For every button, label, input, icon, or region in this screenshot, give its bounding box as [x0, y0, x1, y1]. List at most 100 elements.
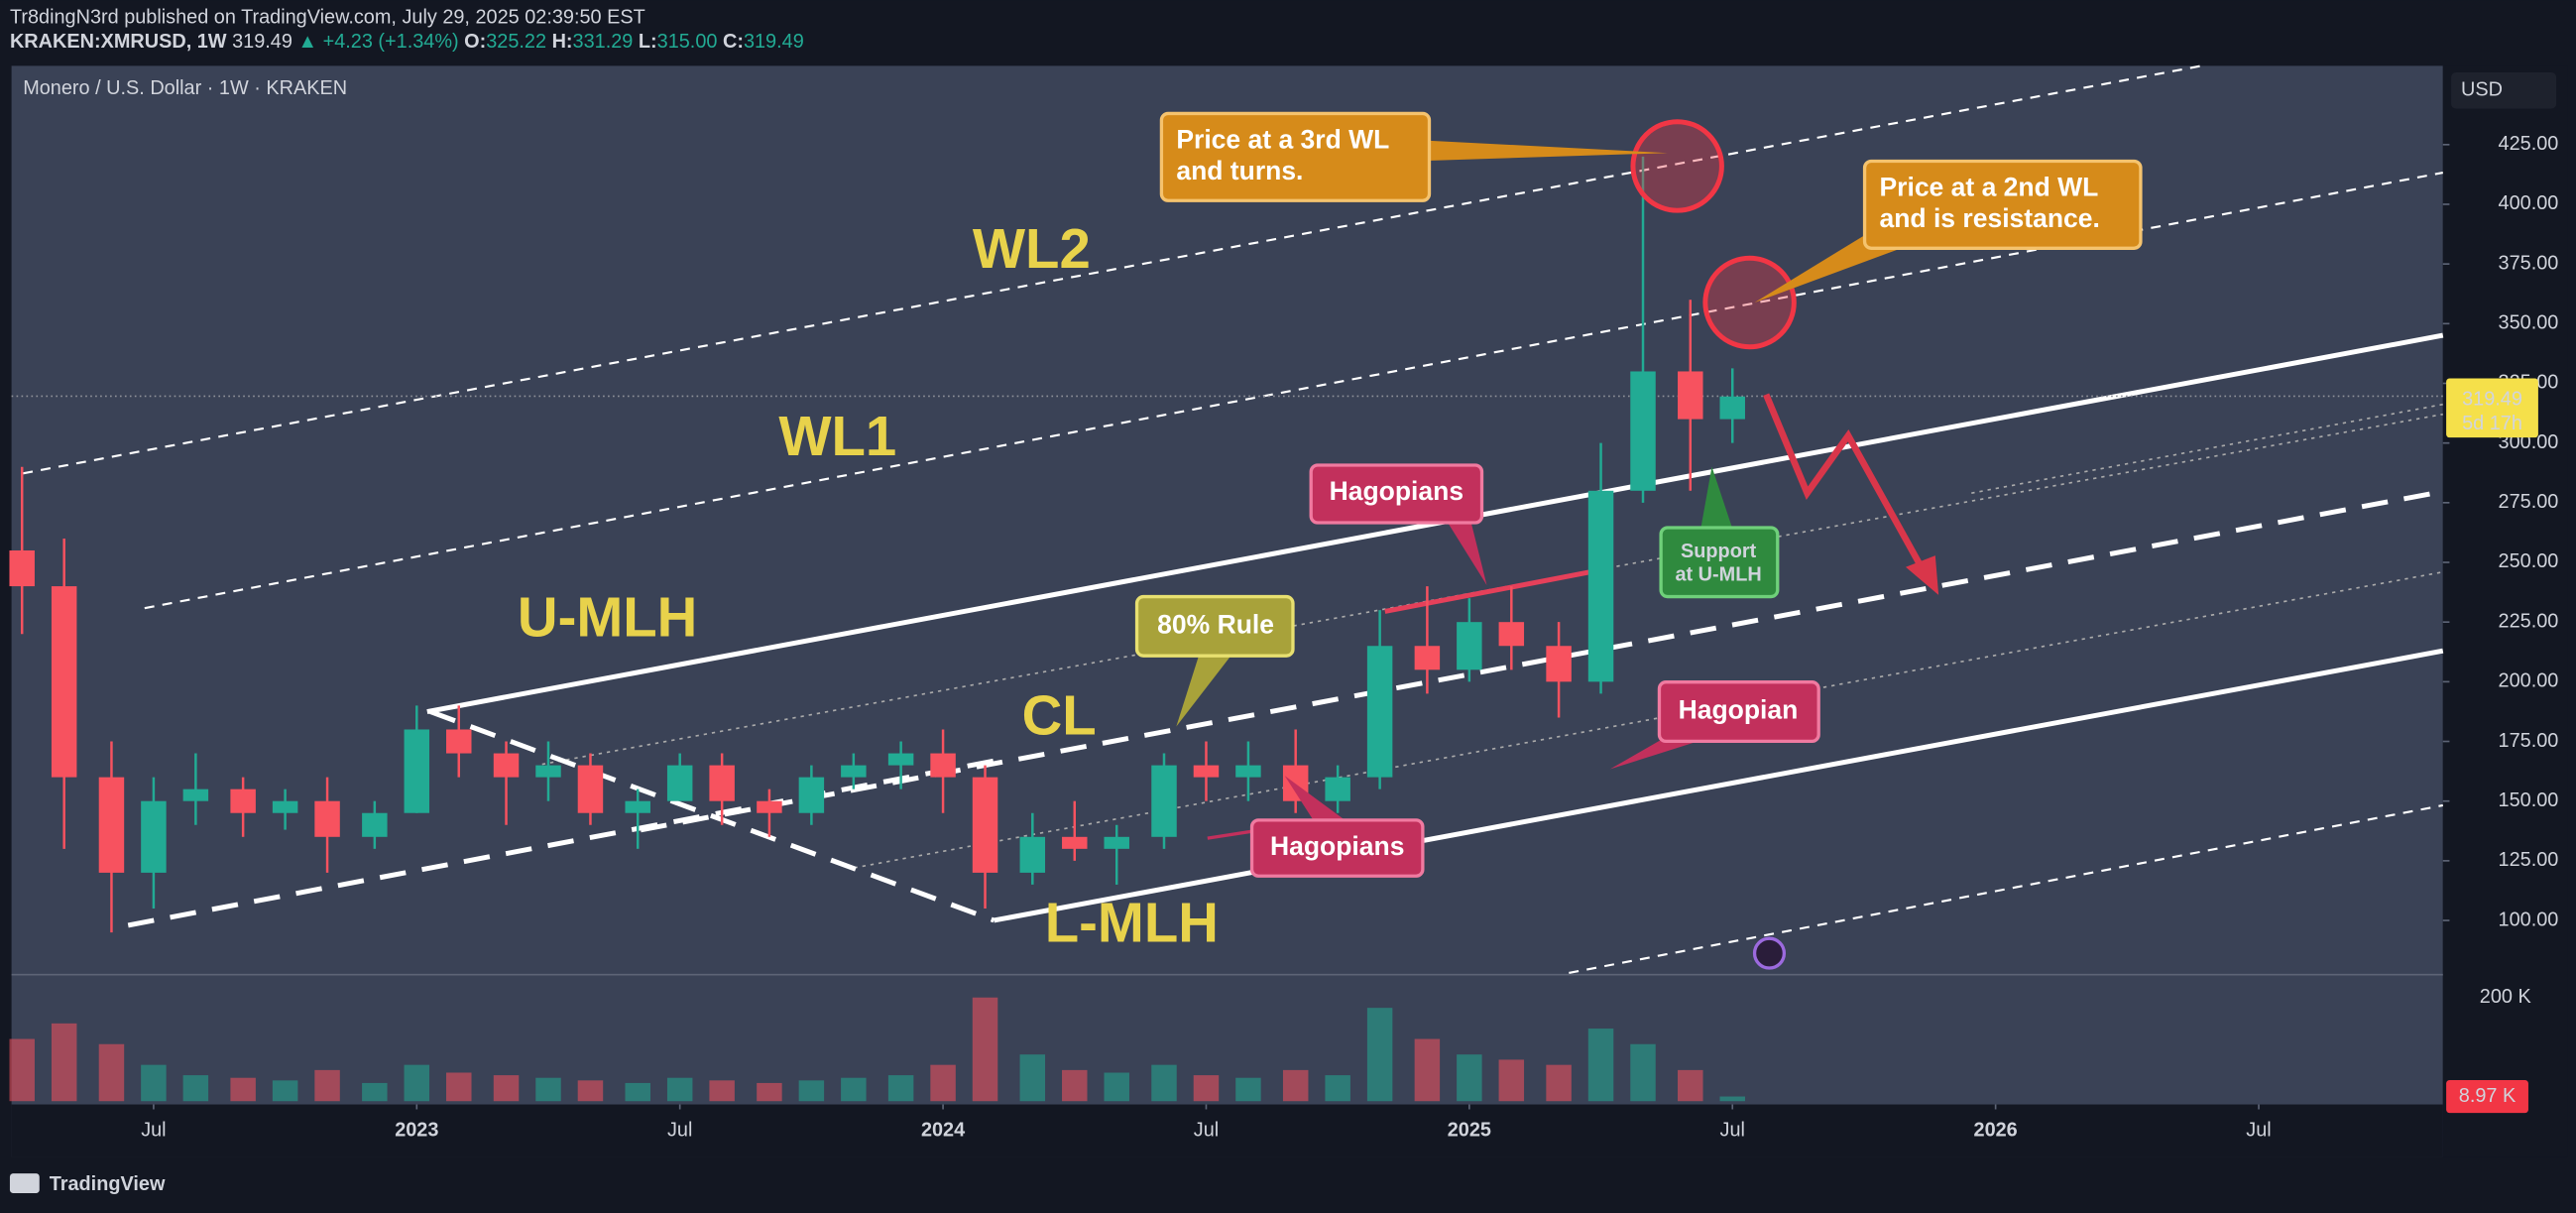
- footer: TradingView: [9, 1173, 166, 1195]
- volume-bar: [362, 1082, 388, 1102]
- candle-body: [182, 788, 209, 801]
- x-tick-label: Jul: [1194, 1119, 1219, 1141]
- x-tick-label: Jul: [141, 1119, 166, 1141]
- candle-body: [230, 788, 256, 813]
- annotations: WL2 WL1 U-MLH CL L-MLH Price at a 3rd WL…: [518, 111, 2143, 970]
- callout-text: Price at a 2nd WL: [1879, 173, 2098, 202]
- y-tick-label: 125.00: [2499, 849, 2559, 871]
- hagopian-line: [1384, 569, 1591, 614]
- x-tick-label: 2023: [395, 1119, 438, 1141]
- y-tick-label: 225.00: [2499, 610, 2559, 632]
- candle-body: [709, 765, 735, 801]
- callout-text: and is resistance.: [1879, 203, 2099, 233]
- x-tick-label: 2025: [1448, 1119, 1491, 1141]
- volume-bar: [1019, 1054, 1046, 1102]
- o: 325.22: [486, 31, 546, 53]
- y-tick-label: 400.00: [2499, 192, 2559, 214]
- candle-body: [141, 800, 167, 873]
- y-tick-label: 425.00: [2499, 133, 2559, 155]
- resistance-circle: [1702, 255, 1797, 350]
- candle-body: [1366, 646, 1393, 778]
- volume-bar: [1630, 1043, 1656, 1102]
- volume-badge-label: 8.97 K: [2459, 1085, 2517, 1107]
- y-tick-label: 200.00: [2499, 670, 2559, 692]
- volume-bar: [709, 1080, 735, 1102]
- price-badge: [2446, 378, 2538, 438]
- y-tick-label: 150.00: [2499, 789, 2559, 811]
- volume-bar: [1193, 1075, 1220, 1102]
- candle-body: [887, 753, 914, 766]
- volume-bar: [1325, 1075, 1350, 1102]
- volume-bar: [141, 1064, 167, 1102]
- volume-bar: [1104, 1072, 1129, 1102]
- x-tick-label: Jul: [2246, 1119, 2271, 1141]
- volume-bar: [1414, 1038, 1441, 1102]
- callout-text: Price at a 3rd WL: [1176, 125, 1389, 155]
- projection-arrow: [1763, 393, 1933, 585]
- callout: [1249, 818, 1425, 878]
- callout-text: Support: [1681, 541, 1757, 562]
- u-mlh-label: U-MLH: [518, 585, 697, 648]
- h-label: H:: [552, 31, 573, 53]
- candle-body: [666, 765, 693, 801]
- callout-pointer: [1446, 519, 1487, 585]
- candle-body: [1457, 622, 1482, 670]
- volume-bar: [493, 1075, 520, 1102]
- volume-bar: [1062, 1069, 1088, 1102]
- candle-body: [1719, 396, 1745, 420]
- callout-pointer: [1699, 466, 1734, 532]
- c: 319.49: [744, 31, 804, 53]
- change: ▲ +4.23 (+1.34%): [297, 31, 458, 53]
- brand: TradingView: [50, 1173, 166, 1195]
- candle-body: [1630, 371, 1656, 491]
- publisher: Tr8dingN3rd published on TradingView.com…: [10, 7, 645, 29]
- callout: [1159, 111, 1432, 202]
- volume-bar: [841, 1077, 867, 1102]
- volume-bar: [535, 1077, 561, 1102]
- wl2-line: [22, 64, 2202, 475]
- volume-bar: [972, 997, 998, 1102]
- candle-body: [1235, 765, 1261, 778]
- volume-bar: [314, 1069, 340, 1102]
- candle-body: [493, 753, 520, 778]
- volume-bar: [1151, 1064, 1177, 1102]
- candle-body: [9, 549, 35, 587]
- candle-body: [1104, 836, 1129, 849]
- currency-box: [2451, 72, 2557, 109]
- c-label: C:: [723, 31, 744, 53]
- volume-bar: [887, 1075, 914, 1102]
- turn-circle: [1630, 119, 1724, 213]
- event-icon[interactable]: [1752, 936, 1787, 970]
- candle-body: [1678, 371, 1703, 420]
- volume-bar: [230, 1077, 256, 1102]
- upper-quarter-line: [541, 413, 2443, 766]
- l-mlh-line: [993, 648, 2444, 923]
- time-axis: [11, 1104, 2443, 1157]
- price-badge-value: 319.49: [2462, 388, 2522, 410]
- symbol-line: KRAKEN:XMRUSD, 1W 319.49 ▲ +4.23 (+1.34%…: [10, 31, 804, 53]
- candle-body: [930, 753, 956, 778]
- y-tick-label: 350.00: [2499, 312, 2559, 334]
- candle-body: [1325, 777, 1350, 801]
- candle-body: [577, 765, 604, 813]
- volume-bar: [98, 1043, 125, 1102]
- candle-body: [1151, 765, 1177, 837]
- candle-body: [1062, 836, 1088, 849]
- volume-bar: [1498, 1059, 1525, 1102]
- lower-wl-line: [1569, 803, 2443, 975]
- volume-bar: [1587, 1029, 1614, 1102]
- y-tick-label: 100.00: [2499, 909, 2559, 930]
- l-mlh-label: L-MLH: [1045, 891, 1219, 953]
- y-tick-label: 275.00: [2499, 491, 2559, 513]
- candle-body: [1193, 765, 1220, 778]
- candle-body: [1019, 836, 1046, 873]
- callout-text: Hagopians: [1270, 831, 1404, 861]
- l: 315.00: [657, 31, 718, 53]
- volume-bar: [1366, 1008, 1393, 1102]
- y-tick-label: 375.00: [2499, 252, 2559, 274]
- candle-body: [535, 765, 561, 778]
- callout: [1659, 526, 1780, 599]
- pivot-line: [127, 758, 995, 928]
- callout: [1309, 463, 1484, 525]
